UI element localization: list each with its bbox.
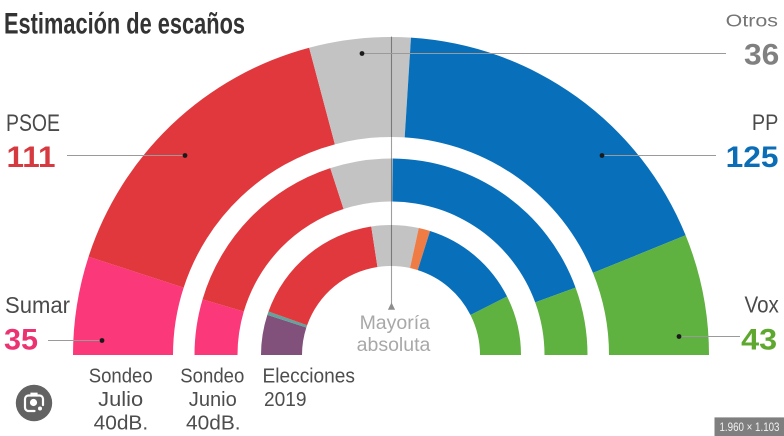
svg-text:Mayoría: Mayoría xyxy=(360,312,431,334)
svg-text:Elecciones: Elecciones xyxy=(263,366,356,388)
svg-text:Estimación de escaños: Estimación de escaños xyxy=(4,8,245,41)
svg-text:Sumar: Sumar xyxy=(5,292,70,318)
svg-text:40dB.: 40dB. xyxy=(186,413,241,435)
svg-text:PSOE: PSOE xyxy=(6,110,60,137)
svg-text:43: 43 xyxy=(741,324,777,357)
svg-text:1.960 × 1.103: 1.960 × 1.103 xyxy=(720,422,780,434)
svg-text:111: 111 xyxy=(7,141,56,174)
svg-text:absoluta: absoluta xyxy=(357,334,431,356)
svg-text:40dB.: 40dB. xyxy=(94,413,149,435)
svg-text:36: 36 xyxy=(744,39,779,72)
svg-text:Otros: Otros xyxy=(726,11,779,31)
svg-text:125: 125 xyxy=(726,141,779,174)
svg-text:Vox: Vox xyxy=(745,292,780,318)
svg-text:Sondeo: Sondeo xyxy=(89,366,153,388)
svg-text:Julio: Julio xyxy=(98,389,143,411)
svg-text:PP: PP xyxy=(752,110,779,135)
svg-text:2019: 2019 xyxy=(264,389,307,411)
svg-text:35: 35 xyxy=(4,324,38,357)
svg-text:Sondeo: Sondeo xyxy=(180,366,244,388)
svg-text:Junio: Junio xyxy=(189,389,237,411)
